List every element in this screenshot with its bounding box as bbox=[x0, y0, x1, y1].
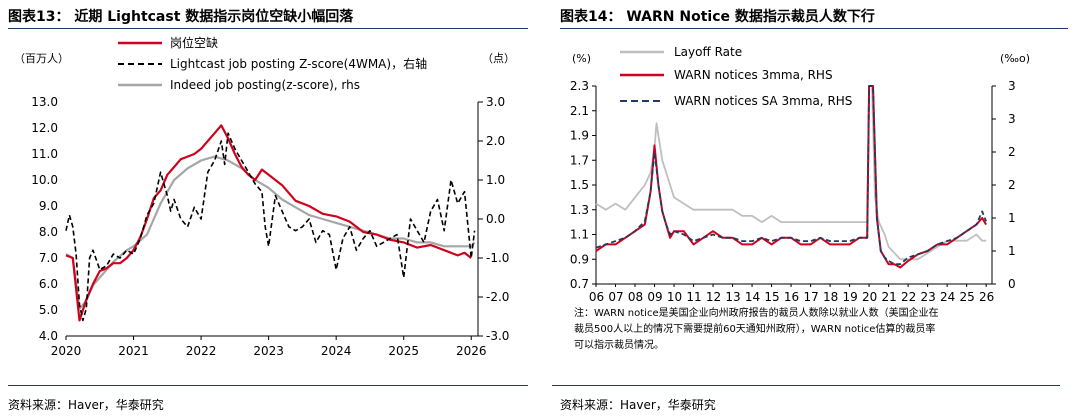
x-tick-label: 2024 bbox=[321, 344, 352, 358]
x-tick-label: 2022 bbox=[186, 344, 217, 358]
right-y-tick-label: 3.0 bbox=[486, 95, 505, 109]
legend-label-lightcast: Lightcast job posting Z-score(4WMA)，右轴 bbox=[170, 56, 427, 71]
left-source-rule bbox=[8, 385, 528, 386]
x-tick-label: 06 bbox=[589, 290, 604, 304]
left-y-tick-label: 1.7 bbox=[570, 153, 589, 167]
series-warn-notices bbox=[595, 85, 987, 269]
legend-label-warn: WARN notices 3mma, RHS bbox=[674, 68, 833, 82]
x-tick-label: 2025 bbox=[388, 344, 419, 358]
x-tick-label: 24 bbox=[940, 290, 955, 304]
x-tick-label: 21 bbox=[881, 290, 896, 304]
x-tick-label: 22 bbox=[901, 290, 916, 304]
right-y-tick-label: 1.0 bbox=[486, 173, 505, 187]
legend-label-layoff: Layoff Rate bbox=[674, 45, 742, 59]
x-tick-label: 23 bbox=[920, 290, 935, 304]
left-y-tick-label: 4.0 bbox=[39, 329, 58, 343]
left-y-tick-label: 2.3 bbox=[570, 79, 589, 93]
right-y-tick-label: 2.0 bbox=[486, 134, 505, 148]
left-chart-title: 图表13： 近期 Lightcast 数据指示岗位空缺小幅回落 bbox=[8, 9, 354, 25]
right-y-tick-label: 3 bbox=[1008, 112, 1016, 126]
left-y-tick-label: 1.5 bbox=[570, 178, 589, 192]
right-chart: (%) (‰o) Layoff Rate WARN notices 3mma, … bbox=[570, 40, 1030, 351]
left-y-tick-label: 1.1 bbox=[570, 228, 589, 242]
series-warn-notices-sa bbox=[595, 85, 987, 266]
right-y-tick-label: -3.0 bbox=[486, 329, 509, 343]
legend-label-openings: 岗位空缺 bbox=[170, 35, 218, 50]
x-tick-label: 14 bbox=[745, 290, 760, 304]
right-right-unit-label: (‰o) bbox=[1000, 52, 1030, 65]
left-title-rule bbox=[8, 28, 528, 29]
left-y-tick-label: 1.9 bbox=[570, 129, 589, 143]
x-tick-label: 2026 bbox=[456, 344, 487, 358]
x-tick-label: 09 bbox=[647, 290, 662, 304]
left-y-tick-label: 12.0 bbox=[31, 121, 58, 135]
right-y-tick-label: -2.0 bbox=[486, 290, 509, 304]
x-tick-label: 07 bbox=[608, 290, 623, 304]
right-chart-panel: 图表14： WARN Notice 数据指示裁员人数下行 (%) (‰o) La… bbox=[552, 0, 1080, 418]
x-tick-label: 13 bbox=[725, 290, 740, 304]
x-tick-label: 10 bbox=[667, 290, 682, 304]
legend-label-indeed: Indeed job posting(z-score), rhs bbox=[170, 78, 360, 92]
right-title-rule bbox=[560, 28, 1068, 29]
left-chart: （百万人） （点） 岗位空缺 Lightcast job posting Z-s… bbox=[14, 35, 515, 358]
left-unit-label: （百万人） bbox=[14, 52, 69, 65]
right-y-tick-label: -1.0 bbox=[486, 251, 509, 265]
right-y-tick-label: 1 bbox=[1008, 211, 1016, 225]
left-y-tick-label: 9.0 bbox=[39, 199, 58, 213]
x-tick-label: 26 bbox=[979, 290, 994, 304]
left-y-tick-label: 8.0 bbox=[39, 225, 58, 239]
right-y-tick-label: 3 bbox=[1008, 79, 1016, 93]
x-tick-label: 08 bbox=[628, 290, 643, 304]
left-y-tick-label: 13.0 bbox=[31, 95, 58, 109]
right-y-tick-label: 0.0 bbox=[486, 212, 505, 226]
left-y-tick-label: 5.0 bbox=[39, 303, 58, 317]
x-tick-label: 2020 bbox=[51, 344, 82, 358]
x-tick-label: 16 bbox=[784, 290, 799, 304]
right-source-rule bbox=[552, 385, 1060, 386]
x-tick-label: 19 bbox=[842, 290, 857, 304]
left-y-tick-label: 11.0 bbox=[31, 147, 58, 161]
x-tick-label: 2021 bbox=[118, 344, 149, 358]
x-tick-label: 18 bbox=[823, 290, 838, 304]
right-y-tick-label: 2 bbox=[1008, 178, 1016, 192]
left-y-tick-label: 7.0 bbox=[39, 251, 58, 265]
series-openings bbox=[65, 124, 472, 322]
legend-label-warn-sa: WARN notices SA 3mma, RHS bbox=[674, 94, 852, 108]
left-y-tick-label: 0.9 bbox=[570, 252, 589, 266]
right-source: 资料来源：Haver，华泰研究 bbox=[560, 398, 716, 412]
left-source: 资料来源：Haver，华泰研究 bbox=[8, 398, 164, 412]
left-y-tick-label: 2.1 bbox=[570, 104, 589, 118]
x-tick-label: 20 bbox=[862, 290, 877, 304]
right-unit-label: （点） bbox=[482, 52, 515, 65]
left-y-tick-label: 1.3 bbox=[570, 203, 589, 217]
left-y-tick-label: 6.0 bbox=[39, 277, 58, 291]
series-lightcast bbox=[65, 132, 476, 322]
left-chart-panel: 图表13： 近期 Lightcast 数据指示岗位空缺小幅回落 （百万人） （点… bbox=[8, 9, 528, 412]
right-y-tick-label: 1 bbox=[1008, 244, 1016, 258]
left-y-tick-label: 10.0 bbox=[31, 173, 58, 187]
x-tick-label: 11 bbox=[686, 290, 701, 304]
x-tick-label: 2023 bbox=[253, 344, 284, 358]
right-y-tick-label: 0 bbox=[1008, 277, 1016, 291]
x-tick-label: 12 bbox=[706, 290, 721, 304]
x-tick-label: 25 bbox=[959, 290, 974, 304]
right-left-unit-label: (%) bbox=[572, 52, 591, 65]
left-y-tick-label: 0.7 bbox=[570, 277, 589, 291]
x-tick-label: 15 bbox=[764, 290, 779, 304]
x-tick-label: 17 bbox=[803, 290, 818, 304]
note-line-1: 注：WARN notice是美国企业向州政府报告的裁员人数除以就业人数（美国企业… bbox=[574, 306, 939, 319]
right-chart-title: 图表14： WARN Notice 数据指示裁员人数下行 bbox=[560, 9, 875, 25]
note-line-2: 裁员500人以上的情况下需要提前60天通知州政府），WARN notice估算的… bbox=[574, 322, 935, 335]
right-y-tick-label: 2 bbox=[1008, 145, 1016, 159]
note-line-3: 可以指示裁员情况。 bbox=[574, 338, 664, 351]
